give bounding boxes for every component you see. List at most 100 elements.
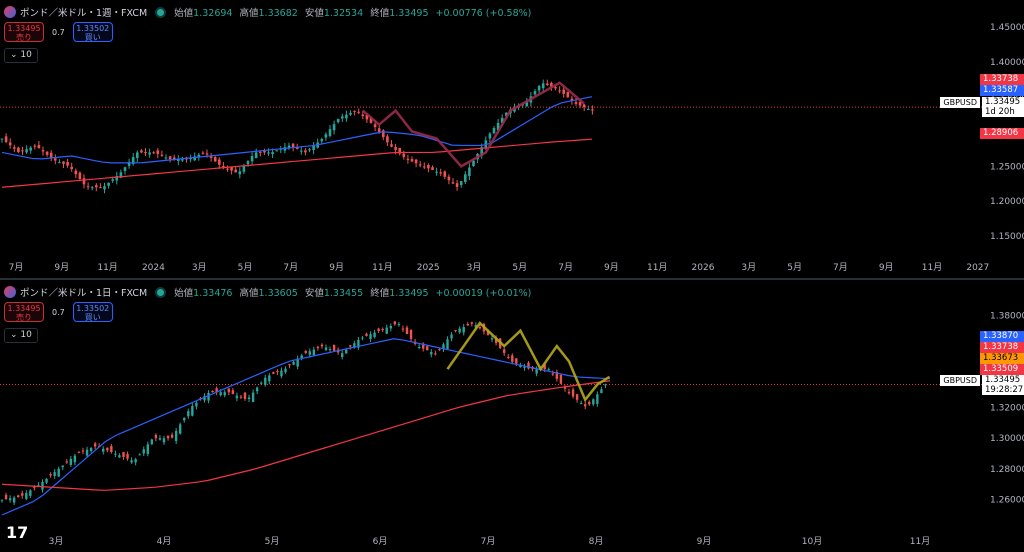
candle-body (170, 434, 174, 438)
ohlc-values: 始値1.32694 高値1.33682 安値1.32534 終値1.33495 … (174, 8, 532, 19)
candle-body (58, 162, 61, 164)
candle-body (328, 129, 332, 136)
candle-body (218, 159, 221, 165)
buy-button[interactable]: 1.33502 買い (72, 302, 113, 322)
candle-body (45, 478, 48, 483)
time-axis-label: 2026 (692, 263, 715, 273)
tradingview-logo-icon[interactable]: 17 (6, 523, 29, 542)
candle-body (181, 159, 184, 161)
candle-body (300, 355, 303, 359)
candle-body (523, 366, 526, 368)
candle-body (582, 104, 586, 108)
candle-body (300, 150, 303, 152)
candle-body (160, 154, 164, 156)
symbol-title[interactable]: ポンド／米ドル・1日・FXCM (20, 288, 148, 299)
candle-body (41, 482, 44, 490)
candle-body (114, 453, 117, 455)
candle-body (422, 343, 425, 349)
candle-body (203, 396, 206, 401)
candle-body (571, 389, 575, 397)
candle-body (259, 151, 262, 153)
pane-divider[interactable] (0, 278, 1024, 280)
weekly-chart-canvas[interactable]: 1.450001.400001.350001.300001.250001.200… (0, 0, 1024, 278)
time-axis-label: 11月 (647, 262, 667, 273)
candle-body (82, 178, 86, 185)
candle-body (69, 458, 73, 465)
candle-body (235, 395, 239, 399)
candle-body (385, 327, 388, 334)
price-tag-3: 1.33673 (980, 353, 1024, 364)
candle-body (438, 349, 441, 351)
candle-body (263, 150, 266, 153)
indicator-toggle[interactable]: ⌄ 10 (4, 48, 38, 63)
time-axis-label: 3月 (741, 262, 756, 273)
candle-body (264, 377, 267, 386)
candle-body (492, 128, 496, 134)
time-axis-label: 7月 (481, 536, 496, 547)
price-tag-2: 1.33587 (980, 85, 1024, 96)
candle-body (134, 459, 137, 463)
sell-button[interactable]: 1.33495 売り (4, 302, 44, 322)
candle-body (213, 157, 217, 162)
candle-body (320, 139, 324, 142)
candle-body (74, 170, 78, 175)
time-axis-label: 5月 (512, 262, 527, 273)
candle-body (336, 119, 340, 123)
candle-body (426, 346, 429, 351)
daily-chart-canvas[interactable]: 1.380001.360001.340001.320001.300001.280… (0, 280, 1024, 552)
candle-body (131, 157, 135, 164)
candle-body (604, 384, 607, 386)
time-axis-label: 9月 (329, 262, 344, 273)
candle-body (505, 112, 508, 116)
candle-body (21, 150, 24, 152)
daily-chart-pane[interactable]: 1.380001.360001.340001.320001.300001.280… (0, 280, 1024, 552)
buy-button[interactable]: 1.33502 買い (72, 22, 113, 42)
candle-body (410, 159, 414, 162)
candle-body (103, 186, 106, 190)
candle-body (570, 98, 574, 101)
candle-body (243, 392, 247, 399)
candle-body (592, 399, 595, 405)
ma-fast-line (1, 96, 593, 164)
candle-body (503, 349, 506, 353)
symbol-tag: GBPUSD (940, 97, 980, 108)
candle-body (533, 91, 537, 95)
candle-body (527, 362, 530, 369)
symbol-logo-icon (4, 286, 16, 298)
candle-body (127, 162, 131, 166)
symbol-logo-icon (4, 6, 16, 18)
candle-body (37, 485, 40, 487)
time-axis-label: 3月 (467, 262, 482, 273)
candle-body (242, 166, 246, 172)
candle-body (144, 152, 147, 154)
candle-body (558, 90, 561, 92)
candle-body (37, 145, 41, 149)
candle-body (447, 176, 451, 181)
candle-body (183, 417, 186, 421)
candle-body (162, 438, 166, 443)
candle-body (251, 392, 255, 403)
candle-body (122, 452, 125, 457)
candle-body (33, 486, 36, 488)
sell-button[interactable]: 1.33495 売り (4, 22, 44, 42)
candle-body (106, 447, 109, 451)
symbol-title[interactable]: ポンド／米ドル・1週・FXCM (20, 8, 148, 19)
candle-body (146, 444, 149, 454)
candle-body (292, 361, 295, 365)
time-axis-label: 11月 (922, 262, 942, 273)
candle-body (90, 187, 94, 189)
candle-body (130, 460, 133, 463)
candle-body (405, 327, 409, 335)
candle-body (373, 332, 376, 338)
weekly-chart-pane[interactable]: 1.450001.400001.350001.300001.250001.200… (0, 0, 1024, 278)
candle-body (324, 347, 328, 350)
price-tag-4: 1.33509 (980, 364, 1024, 375)
candle-body (369, 117, 373, 123)
candle-body (308, 149, 311, 151)
candle-body (187, 411, 190, 417)
indicator-toggle[interactable]: ⌄ 10 (4, 328, 38, 343)
candle-body (345, 114, 348, 119)
time-axis-label: 2027 (966, 263, 989, 273)
candle-body (349, 345, 352, 347)
candle-body (304, 350, 307, 353)
